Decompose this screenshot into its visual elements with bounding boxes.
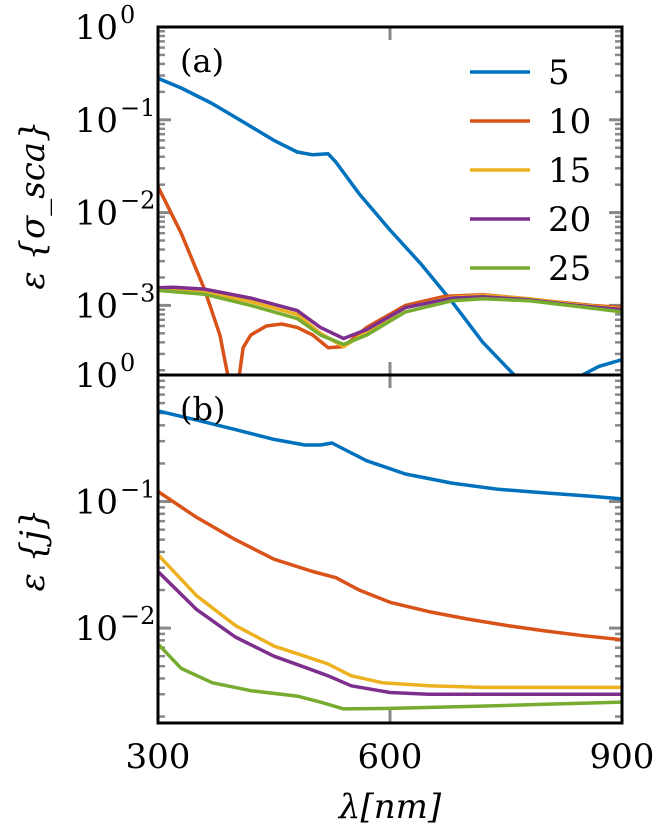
y-tick-label: 10 <box>75 194 118 234</box>
panel-label: (b) <box>180 390 225 428</box>
y-tick-label: 10 <box>75 101 118 141</box>
x-axis-label: λ[nm] <box>337 787 442 827</box>
y-tick-label: 10 <box>75 483 118 523</box>
x-tick-label: 900 <box>590 737 655 777</box>
y-tick-exponent: −1 <box>120 94 155 122</box>
series-line-5 <box>158 76 518 375</box>
series-line-5-tail- <box>581 357 622 375</box>
y-axis-label-b: ε {j} <box>13 509 53 592</box>
y-tick-exponent: 0 <box>120 349 135 377</box>
plot-frame <box>156 373 624 725</box>
y-tick-exponent: −3 <box>120 279 155 307</box>
series-line-25 <box>158 288 622 347</box>
y-tick-exponent: −2 <box>120 187 155 215</box>
series-line-10 <box>158 489 622 642</box>
legend: 5 10 15 20 25 <box>470 53 591 289</box>
legend-label-15: 15 <box>548 151 591 191</box>
series-line-25 <box>158 642 622 711</box>
x-tick-label: 300 <box>126 737 191 777</box>
y-tick-exponent: −2 <box>120 602 155 630</box>
legend-label-5: 5 <box>548 53 570 93</box>
legend-label-10: 10 <box>548 102 591 142</box>
legend-label-25: 25 <box>548 249 591 289</box>
y-axis-label-a: ε {σ_sca} <box>13 120 53 289</box>
y-tick-label: 10 <box>75 8 118 48</box>
y-tick-exponent: 0 <box>120 1 135 29</box>
panel-label: (a) <box>180 42 224 80</box>
y-tick-label: 10 <box>75 286 118 326</box>
axis-labels: 300 600 900 λ[nm] ε {σ_sca} ε {j} <box>13 120 654 827</box>
x-tick-label: 600 <box>358 737 423 777</box>
y-tick-label: 10 <box>75 609 118 649</box>
series-line-5 <box>158 409 622 501</box>
series-line-20 <box>158 569 622 697</box>
y-tick-exponent: −1 <box>120 476 155 504</box>
series-line-15 <box>158 552 622 690</box>
y-tick-label: 10 <box>75 356 118 396</box>
legend-label-20: 20 <box>548 200 591 240</box>
